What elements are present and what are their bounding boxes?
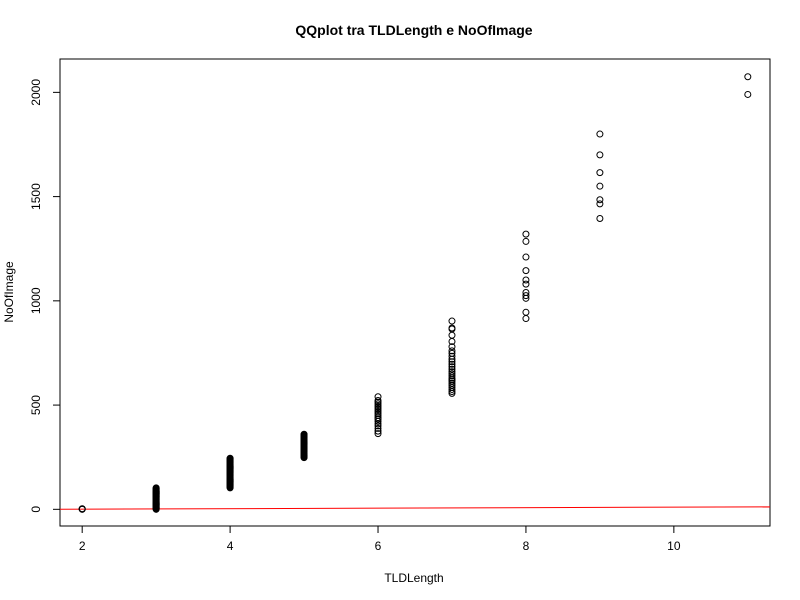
data-point [596,151,604,159]
data-point [448,331,456,339]
data-point [522,276,530,284]
y-tick-label: 500 [29,395,43,415]
data-point [744,90,752,98]
data-point [448,360,456,368]
data-point [522,280,530,288]
data-point [448,352,456,360]
x-tick-label: 4 [227,539,234,553]
data-point [448,324,456,332]
data-point [374,430,382,438]
data-point [448,370,456,378]
chart-title: QQplot tra TLDLength e NoOfImage [295,22,532,38]
data-point [448,365,456,373]
y-tick-label: 1500 [29,183,43,210]
data-point [78,505,86,513]
x-axis-label: TLDLength [384,571,443,585]
y-tick-label: 2000 [29,79,43,106]
x-tick-label: 6 [375,539,382,553]
data-point [374,424,382,432]
data-point [448,368,456,376]
data-point [448,363,456,371]
x-tick-label: 2 [79,539,86,553]
data-point [522,237,530,245]
data-point [522,308,530,316]
data-point [596,214,604,222]
y-axis-label: NoOfImage [2,261,16,323]
data-point [596,200,604,208]
plot-frame [59,58,771,527]
data-point [596,169,604,177]
data-point [448,372,456,380]
data-point [374,396,382,404]
data-point [522,289,530,296]
data-point [448,358,456,366]
data-points [78,73,752,513]
data-point [744,73,752,81]
data-point [522,230,530,238]
data-point [374,393,382,401]
data-point [448,349,456,357]
y-tick-label: 1000 [29,287,43,314]
data-point [522,292,530,300]
data-point [374,427,382,435]
y-tick-label: 0 [29,506,43,513]
x-tick-label: 10 [667,539,681,553]
x-axis: 2 4 6 8 10 [79,525,681,553]
data-point [448,343,456,351]
data-point [596,182,604,190]
data-point [300,430,308,438]
data-point [374,414,382,422]
data-point [522,253,530,261]
data-point [448,317,456,325]
data-point [226,454,234,462]
data-point [522,267,530,275]
data-point [374,422,382,430]
data-point [152,484,160,492]
reference-line [59,506,771,510]
data-point [448,347,456,355]
y-axis: 0 500 1000 1500 2000 [29,79,61,513]
data-point [596,130,604,138]
data-point [448,379,456,387]
x-tick-label: 8 [523,539,530,553]
data-point [596,196,604,204]
data-point [522,315,530,323]
